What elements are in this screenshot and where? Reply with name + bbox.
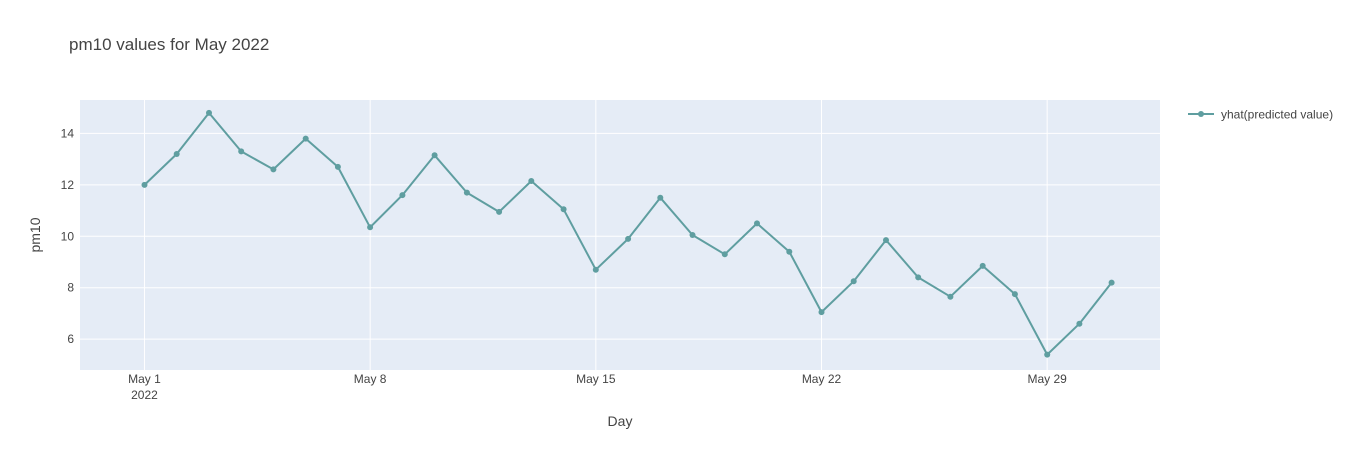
data-point[interactable] <box>560 206 567 213</box>
data-point[interactable] <box>270 166 277 173</box>
x-tick-sublabel: 2022 <box>131 388 158 402</box>
data-point[interactable] <box>786 248 793 255</box>
data-point[interactable] <box>496 208 503 215</box>
data-point[interactable] <box>818 309 825 316</box>
data-point[interactable] <box>528 178 535 184</box>
data-point[interactable] <box>367 224 374 231</box>
data-point[interactable] <box>463 189 470 196</box>
data-point[interactable] <box>1011 291 1018 298</box>
data-point[interactable] <box>399 192 406 199</box>
data-point[interactable] <box>883 237 889 244</box>
data-point[interactable] <box>1076 320 1083 327</box>
data-point[interactable] <box>915 274 922 281</box>
x-tick-label: May 29 <box>1027 372 1067 386</box>
y-tick-label: 10 <box>61 229 75 243</box>
grid-lines <box>80 100 1160 370</box>
y-tick-label: 6 <box>67 332 74 346</box>
data-point[interactable] <box>1108 279 1115 286</box>
data-point[interactable] <box>625 235 632 242</box>
y-axis-title: pm10 <box>27 217 43 252</box>
data-point[interactable] <box>721 251 728 258</box>
y-axis-ticks: 6 8 10 12 14 <box>61 126 75 346</box>
data-point[interactable] <box>238 148 245 155</box>
data-point[interactable] <box>979 262 986 269</box>
data-point[interactable] <box>657 194 664 201</box>
data-point[interactable] <box>302 135 309 142</box>
x-tick-label: May 1 <box>128 372 161 386</box>
series-layer <box>141 109 1115 358</box>
data-point[interactable] <box>592 266 599 273</box>
data-point[interactable] <box>1044 351 1051 358</box>
x-tick-label: May 8 <box>354 372 387 386</box>
y-tick-label: 14 <box>61 126 75 140</box>
data-point[interactable] <box>850 278 857 285</box>
chart-title: pm10 values for May 2022 <box>69 35 269 54</box>
data-point[interactable] <box>141 181 148 188</box>
legend-label: yhat(predicted value) <box>1221 108 1333 122</box>
x-tick-label: May 15 <box>576 372 616 386</box>
legend-marker-swatch <box>1198 111 1204 117</box>
legend[interactable]: yhat(predicted value) <box>1188 108 1333 122</box>
data-point[interactable] <box>431 152 438 159</box>
y-tick-label: 12 <box>61 178 75 192</box>
data-point[interactable] <box>947 293 954 300</box>
x-axis-ticks: May 1 2022 May 8 May 15 May 22 May 29 <box>128 372 1067 402</box>
data-point[interactable] <box>334 163 341 170</box>
plot-area <box>80 100 1160 370</box>
data-point[interactable] <box>689 232 696 238</box>
data-point[interactable] <box>173 151 180 157</box>
x-tick-label: May 22 <box>802 372 842 386</box>
data-point[interactable] <box>754 220 760 227</box>
y-tick-label: 8 <box>67 281 74 295</box>
x-axis-title: Day <box>608 413 633 429</box>
data-point[interactable] <box>206 109 212 116</box>
